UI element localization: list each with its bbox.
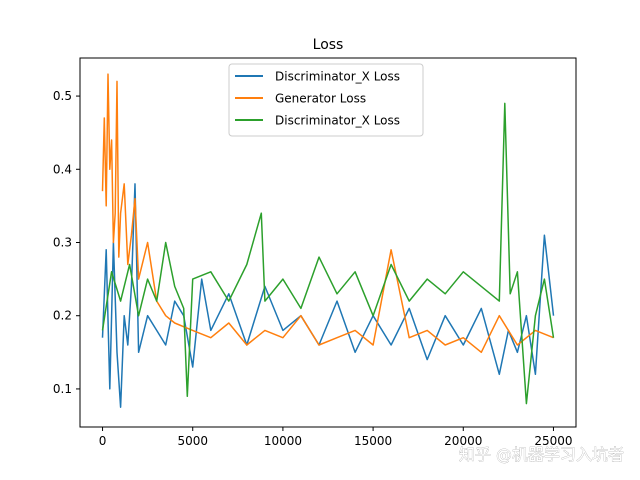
axis-ticks: 0 5000 10000 15000 20000 25000 0.1 0.2 0.3 0.4 0.5 bbox=[53, 89, 573, 448]
chart-title: Loss bbox=[313, 37, 344, 53]
legend-label: Generator Loss bbox=[275, 92, 366, 106]
y-tick-label: 0.1 bbox=[53, 382, 72, 396]
watermark: 知乎 @机器学习入坑者 bbox=[459, 445, 624, 464]
y-tick-label: 0.2 bbox=[53, 309, 72, 323]
legend-label: Discriminator_X Loss bbox=[275, 70, 400, 84]
series-line-1 bbox=[101, 73, 554, 354]
legend-frame bbox=[228, 63, 424, 137]
y-tick-label: 0.4 bbox=[53, 162, 72, 176]
x-tick-label: 15000 bbox=[354, 434, 392, 448]
y-tick-label: 0.3 bbox=[53, 236, 72, 250]
x-tick-label: 10000 bbox=[264, 434, 302, 448]
legend-label: Discriminator_X Loss bbox=[275, 114, 400, 128]
legend: Discriminator_X Loss Generator Loss Discri… bbox=[228, 63, 424, 137]
y-tick-label: 0.5 bbox=[53, 89, 72, 103]
x-tick-label: 5000 bbox=[177, 434, 208, 448]
x-tick-label: 25000 bbox=[534, 434, 572, 448]
x-tick-label: 20000 bbox=[444, 434, 482, 448]
series-layer bbox=[101, 73, 555, 408]
x-tick-label: 0 bbox=[99, 434, 107, 448]
series-line-2 bbox=[101, 102, 555, 405]
